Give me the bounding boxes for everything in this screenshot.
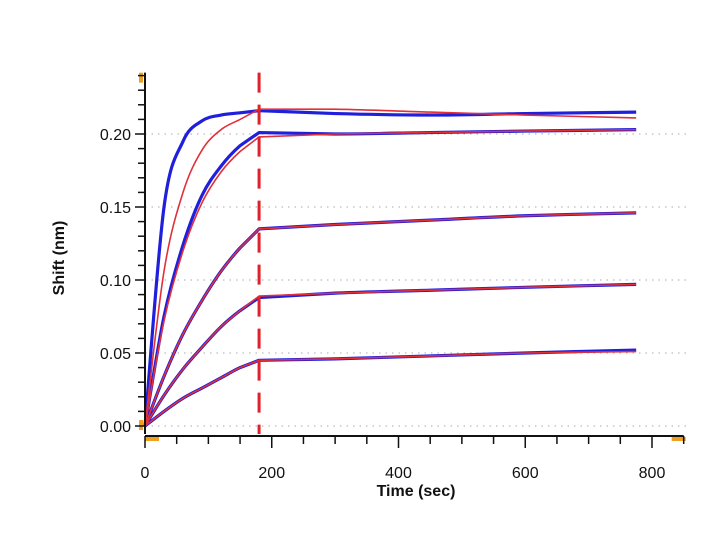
y-tick-label: 0.15 [100,200,131,217]
grid [145,133,690,427]
fit-curve [144,128,637,427]
y-tick-label: 0.00 [100,419,131,436]
y-tick-label: 0.05 [100,346,131,363]
x-tick-label: 800 [639,465,666,482]
x-tick-label: 0 [141,465,150,482]
series-group [143,72,637,434]
axes [139,72,686,441]
y-tick-label: 0.10 [100,273,131,290]
fit-curve [144,108,637,427]
x-tick-label: 400 [385,465,412,482]
x-tick-label: 600 [512,465,539,482]
measured-curve [144,348,637,428]
y-tick-label: 0.20 [100,127,131,144]
fit-curve [144,350,637,427]
fit-curve [144,212,637,427]
x-tick-label: 200 [258,465,285,482]
measured-curve [143,282,637,427]
ticks: 0.00 0.05 0.10 0.15 0.20 0 200 400 600 800 [100,74,685,482]
measured-curve [143,109,637,427]
x-axis-label: Time (sec) [377,483,456,500]
y-axis-label: Shift (nm) [51,221,68,296]
fit-curve [144,283,637,427]
measured-curve [143,211,637,427]
